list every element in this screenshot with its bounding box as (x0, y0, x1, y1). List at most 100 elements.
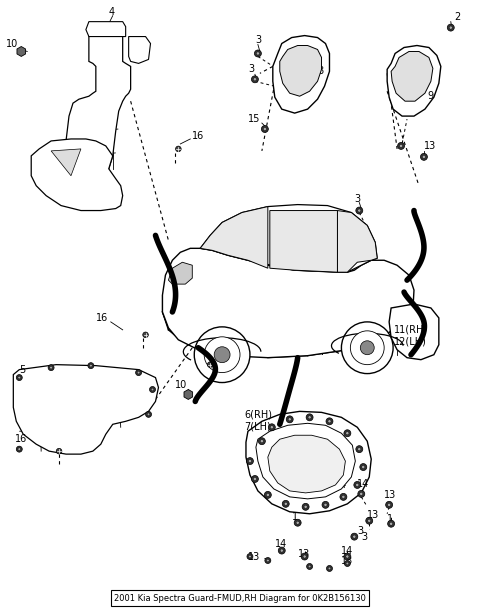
Polygon shape (66, 32, 131, 179)
Circle shape (143, 332, 148, 337)
Circle shape (264, 128, 266, 131)
Polygon shape (51, 149, 81, 176)
Circle shape (137, 371, 140, 374)
Circle shape (268, 424, 276, 430)
Circle shape (266, 559, 269, 562)
Circle shape (388, 520, 395, 527)
Text: 3: 3 (255, 35, 261, 44)
Text: 3: 3 (248, 64, 254, 74)
Circle shape (350, 331, 384, 365)
Text: 5: 5 (19, 365, 25, 375)
Polygon shape (389, 304, 439, 360)
Circle shape (328, 567, 331, 570)
Text: 13: 13 (341, 556, 354, 565)
Circle shape (326, 565, 333, 572)
Circle shape (346, 562, 348, 565)
Circle shape (397, 142, 405, 150)
Text: 3: 3 (361, 531, 367, 542)
Text: 3: 3 (354, 193, 360, 204)
Circle shape (362, 466, 365, 469)
Circle shape (48, 365, 54, 371)
Circle shape (326, 418, 333, 425)
Text: 1: 1 (292, 512, 298, 522)
Circle shape (294, 519, 301, 526)
Circle shape (16, 375, 22, 381)
Circle shape (18, 448, 21, 451)
Circle shape (286, 416, 293, 423)
Polygon shape (86, 22, 126, 36)
Circle shape (253, 477, 256, 480)
Circle shape (356, 207, 363, 214)
Circle shape (90, 364, 92, 367)
Circle shape (288, 418, 291, 421)
Text: 13: 13 (298, 548, 310, 559)
Circle shape (366, 517, 373, 524)
Polygon shape (268, 435, 346, 493)
Circle shape (356, 446, 363, 452)
Circle shape (18, 376, 21, 379)
Polygon shape (184, 390, 192, 399)
Text: 13: 13 (384, 490, 396, 500)
Text: 16: 16 (195, 347, 207, 357)
Circle shape (385, 502, 393, 508)
Circle shape (280, 549, 283, 552)
Circle shape (252, 475, 258, 483)
Circle shape (356, 483, 359, 486)
Polygon shape (256, 423, 355, 499)
Text: 13: 13 (248, 551, 260, 562)
Polygon shape (162, 248, 414, 358)
Circle shape (399, 144, 403, 148)
Circle shape (247, 553, 253, 559)
Circle shape (449, 26, 452, 29)
Polygon shape (280, 46, 322, 96)
Circle shape (360, 492, 363, 496)
Circle shape (262, 125, 268, 133)
Circle shape (301, 553, 308, 560)
Circle shape (344, 430, 351, 437)
Circle shape (258, 438, 265, 444)
Circle shape (358, 209, 361, 212)
Circle shape (248, 460, 252, 463)
Text: 10: 10 (175, 379, 188, 390)
Circle shape (214, 347, 230, 362)
Circle shape (136, 370, 142, 376)
Polygon shape (129, 36, 151, 63)
Circle shape (265, 558, 271, 564)
Circle shape (346, 432, 349, 435)
Polygon shape (270, 210, 337, 272)
Text: 15: 15 (248, 114, 260, 124)
Text: 13: 13 (424, 141, 436, 151)
Circle shape (254, 50, 262, 57)
Circle shape (284, 502, 288, 505)
Circle shape (56, 448, 62, 454)
Circle shape (246, 458, 253, 465)
Polygon shape (17, 46, 25, 57)
Text: 16: 16 (15, 434, 27, 444)
Text: 9: 9 (427, 91, 433, 101)
Circle shape (346, 555, 349, 558)
Text: 14: 14 (335, 480, 348, 490)
Circle shape (358, 447, 361, 451)
Circle shape (147, 413, 150, 416)
Circle shape (351, 533, 358, 540)
Polygon shape (337, 210, 377, 272)
Circle shape (422, 155, 425, 159)
Text: 4: 4 (109, 7, 115, 16)
Circle shape (303, 555, 306, 558)
Circle shape (145, 412, 152, 417)
Circle shape (249, 555, 252, 558)
Circle shape (296, 521, 299, 524)
Circle shape (278, 547, 285, 554)
Polygon shape (13, 365, 158, 454)
Circle shape (353, 535, 356, 538)
Circle shape (207, 362, 213, 367)
Polygon shape (200, 207, 268, 268)
Text: 14: 14 (341, 545, 354, 556)
Polygon shape (246, 412, 371, 514)
Text: 11(RH): 11(RH) (394, 325, 428, 335)
Text: 3: 3 (357, 526, 363, 536)
Text: 8: 8 (318, 66, 324, 77)
Text: 12(LH): 12(LH) (394, 337, 427, 347)
Circle shape (176, 146, 181, 151)
Polygon shape (200, 204, 377, 272)
